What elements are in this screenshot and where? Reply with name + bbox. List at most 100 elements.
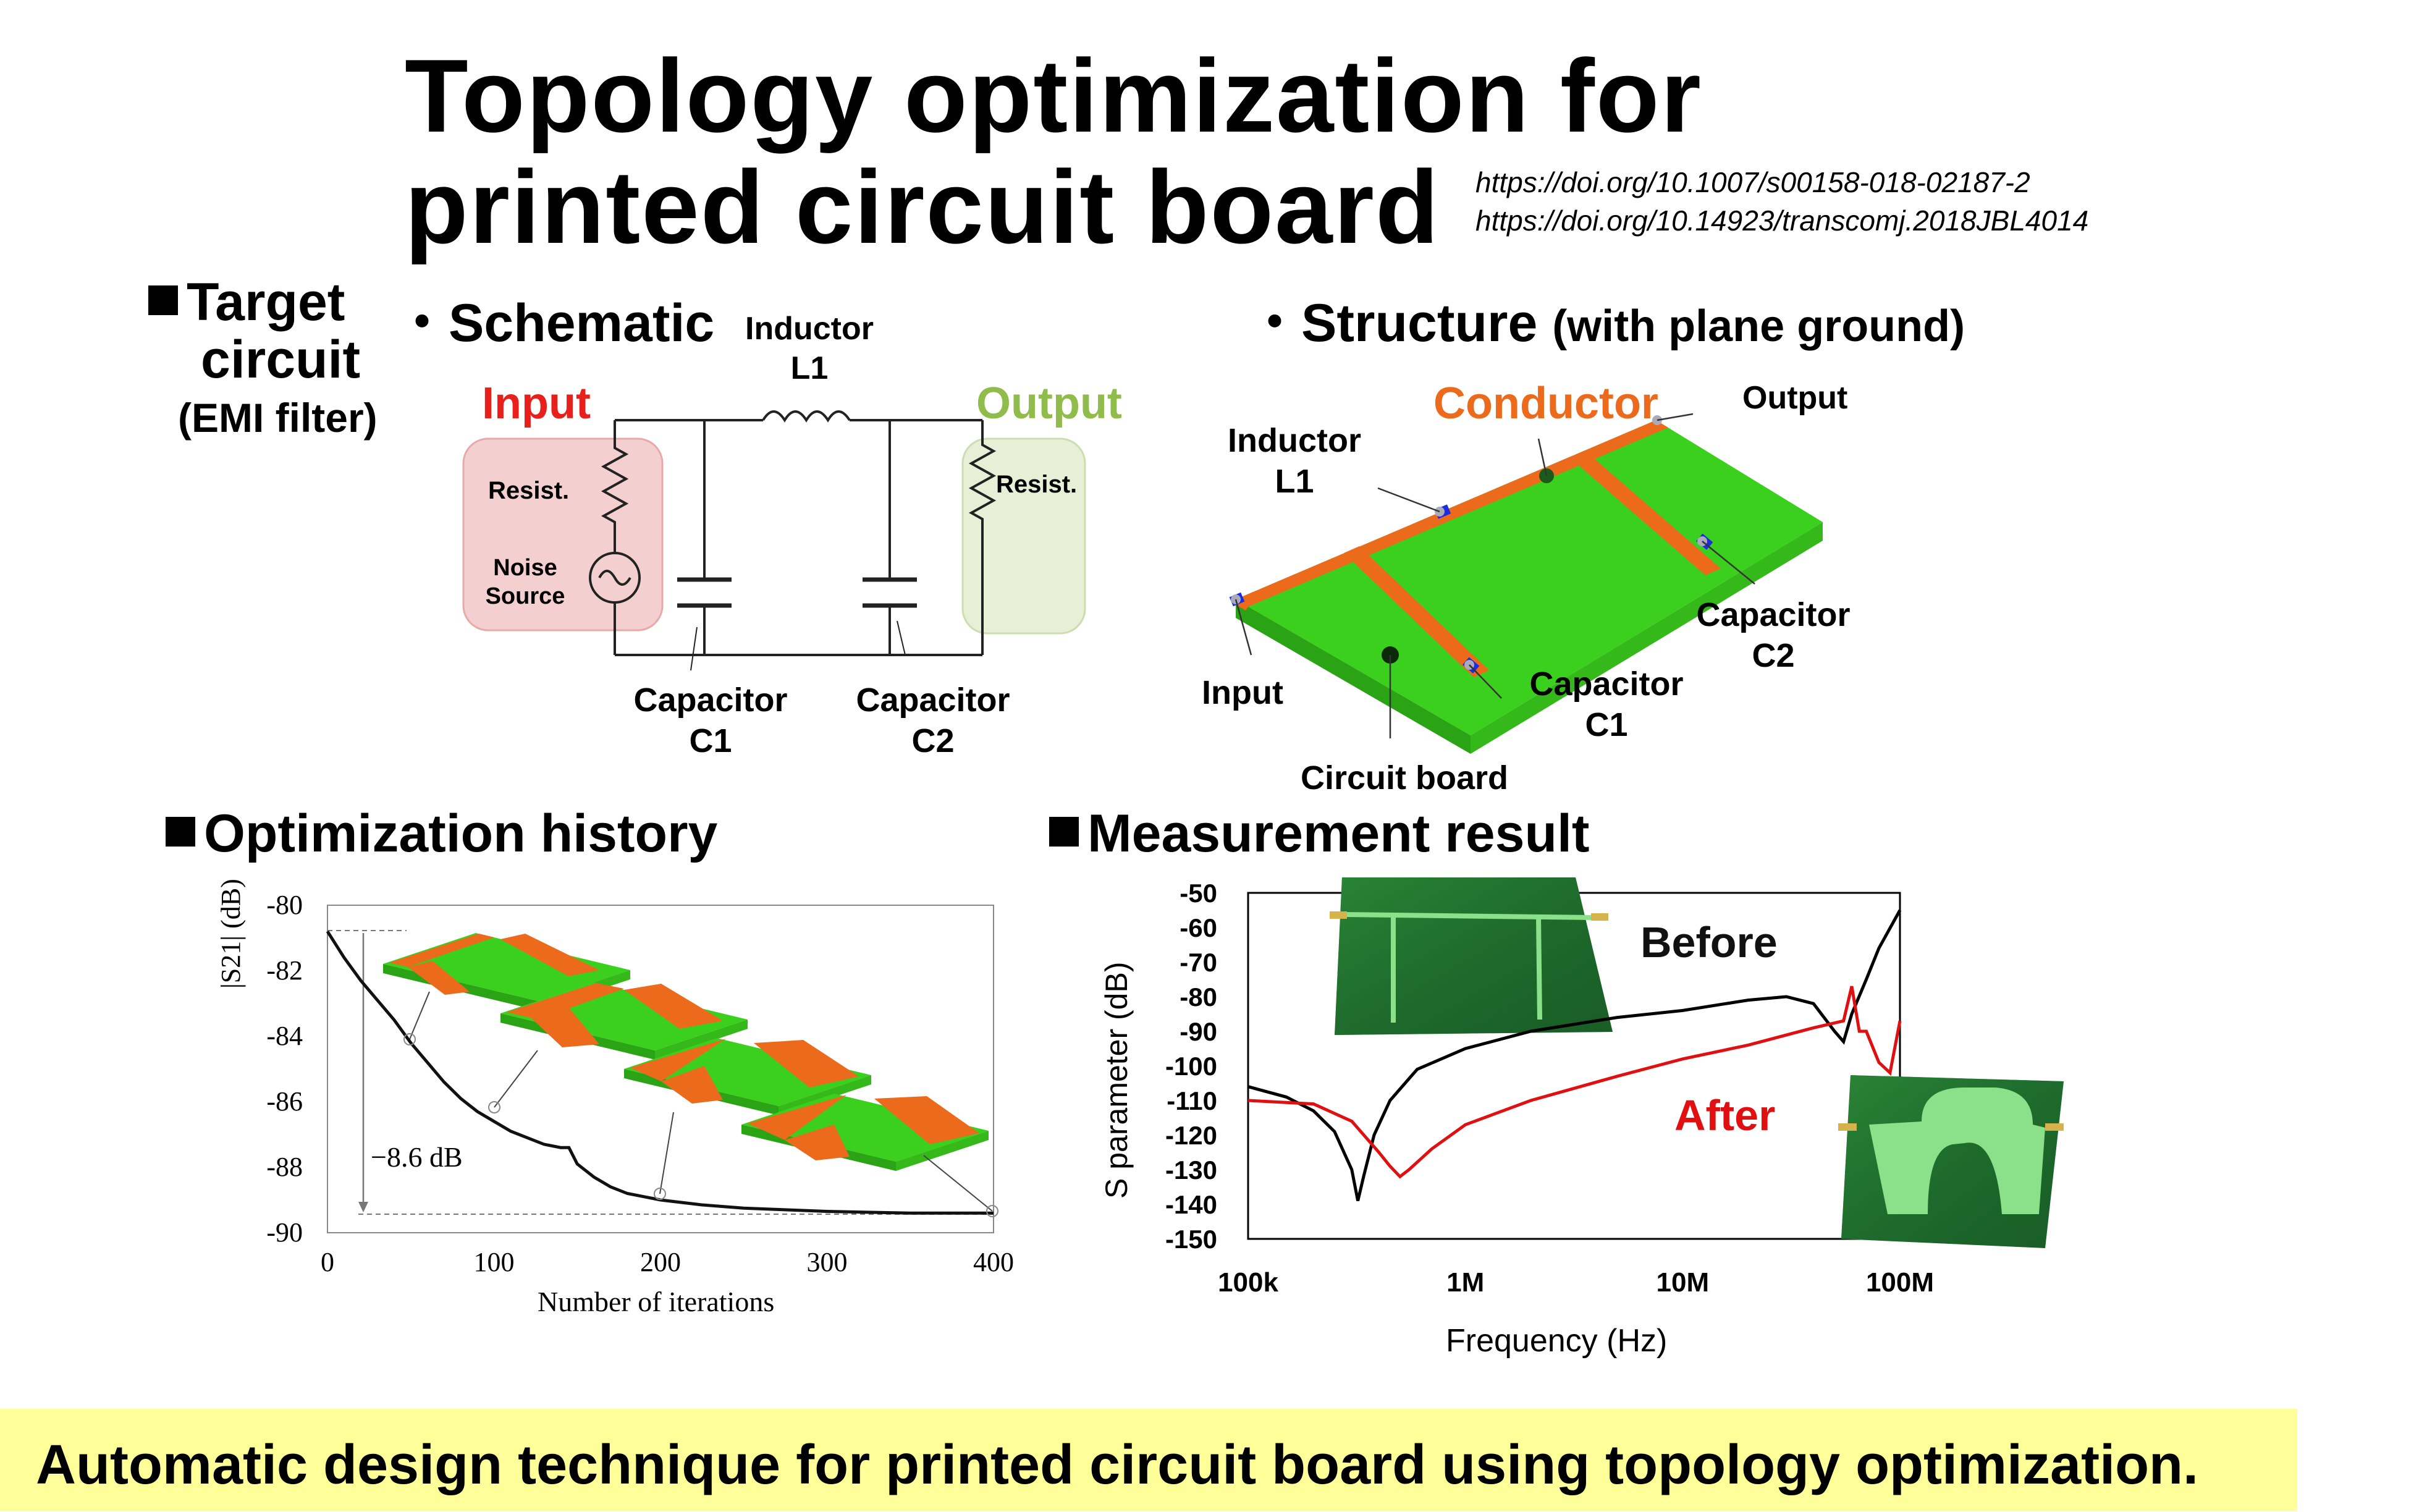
resistor-right-symbol xyxy=(968,420,997,655)
x-tick-label: 10M xyxy=(1657,1267,1710,1298)
footer-banner: Automatic design technique for printed c… xyxy=(0,1409,2297,1511)
structure-inductor-id: L1 xyxy=(1275,463,1314,500)
x-tick-label: 100M xyxy=(1866,1267,1934,1298)
bullet-square-icon xyxy=(148,285,178,315)
y-tick-label: -80 xyxy=(266,890,303,920)
series-after-line xyxy=(1247,986,1902,1179)
x-tick-label: 300 xyxy=(807,1247,848,1277)
measurement-chart: -50-60-70-80-90-100-110-120-130-140-150 … xyxy=(1165,877,2064,1298)
target-circuit-heading: Target circuit (EMI filter) xyxy=(148,272,378,441)
y-tick-label: -60 xyxy=(1180,913,1217,942)
y-tick-label: -50 xyxy=(1180,879,1217,908)
optimization-xlabel: Number of iterations xyxy=(538,1286,775,1317)
inductor-text: Inductor xyxy=(745,311,874,347)
c2-id-text: C2 xyxy=(911,722,955,759)
before-board-photo xyxy=(1330,877,1613,1035)
structure-c1-text: Capacitor xyxy=(1529,665,1684,703)
optimization-chart: -80 -82 -84 -86 -88 -90 0 100 200 300 400 xyxy=(266,890,1014,1277)
optimization-inset-boards xyxy=(383,933,989,1171)
measurement-ylabel: S parameter (dB) xyxy=(1099,961,1134,1199)
schematic-input-label: Input xyxy=(482,379,591,428)
y-tick-label: -150 xyxy=(1165,1225,1217,1254)
x-tick-label: 1M xyxy=(1446,1267,1484,1298)
structure-heading-note: (with plane ground) xyxy=(1552,302,1965,351)
y-tick-label: -100 xyxy=(1165,1052,1217,1081)
inductor-id-text: L1 xyxy=(790,350,829,386)
x-tick-label: 400 xyxy=(973,1247,1014,1277)
structure-inductor-label: Inductor L1 xyxy=(1211,420,1378,502)
structure-board-label: Circuit board xyxy=(1301,759,1509,796)
conductor-branch-c1 xyxy=(1344,546,1489,677)
measurement-xlabel: Frequency (Hz) xyxy=(1446,1323,1668,1359)
optimization-annotation: −8.6 dB xyxy=(371,1141,463,1173)
footer-text: Automatic design technique for printed c… xyxy=(36,1434,2199,1496)
optimization-heading: Optimization history xyxy=(166,803,717,864)
after-board-photo xyxy=(1838,1075,2064,1248)
doi-link-1[interactable]: https://doi.org/10.1007/s00158-018-02187… xyxy=(1475,166,2030,198)
inductor-l1-symbol xyxy=(762,410,851,423)
x-tick-label: 100k xyxy=(1218,1267,1278,1298)
measurement-heading: Measurement result xyxy=(1049,803,1590,864)
measurement-heading-text: Measurement result xyxy=(1087,804,1590,863)
doi-link-2[interactable]: https://doi.org/10.14923/transcomj.2018J… xyxy=(1475,205,2089,237)
y-tick-label: -70 xyxy=(1180,948,1217,977)
structure-c2-text: Capacitor xyxy=(1696,596,1851,633)
structure-output-label: Output xyxy=(1742,380,1848,416)
optimization-ylabel: |S21| (dB) xyxy=(216,879,246,989)
output-region xyxy=(961,437,1086,635)
y-tick-label: -140 xyxy=(1165,1190,1217,1219)
y-tick-label: -80 xyxy=(1180,982,1217,1012)
schematic-inductor-label: Inductor L1 xyxy=(735,309,884,388)
target-line2: circuit xyxy=(201,330,361,389)
schematic-diagram xyxy=(462,410,1086,671)
structure-heading: ・Structure (with plane ground) xyxy=(1248,279,1965,357)
c1-text: Capacitor xyxy=(633,682,788,719)
schematic-c1-label: Capacitor C1 xyxy=(624,680,797,761)
conductor-branch-c2 xyxy=(1569,450,1721,575)
y-tick-label: -110 xyxy=(1167,1086,1217,1115)
y-tick-label: -86 xyxy=(266,1086,303,1117)
structure-c1-label: Capacitor C1 xyxy=(1520,664,1693,745)
y-tick-label: -84 xyxy=(266,1021,303,1051)
x-tick-label: 100 xyxy=(474,1247,515,1277)
y-tick-label: -120 xyxy=(1165,1121,1217,1150)
title-line2: printed circuit board xyxy=(405,149,1440,265)
structure-conductor-label: Conductor xyxy=(1433,379,1658,428)
legend-after: After xyxy=(1674,1091,1776,1139)
legend-before: Before xyxy=(1640,918,1778,966)
resistor-left-symbol xyxy=(601,420,629,553)
target-line3: (EMI filter) xyxy=(178,395,378,441)
y-tick-label: -90 xyxy=(266,1217,303,1248)
structure-3d-board xyxy=(1229,413,1823,754)
optimization-heading-text: Optimization history xyxy=(204,804,718,863)
schematic-c2-label: Capacitor C2 xyxy=(846,680,1019,761)
x-tick-label: 200 xyxy=(640,1247,681,1277)
y-tick-label: -82 xyxy=(266,955,303,986)
y-tick-label: -130 xyxy=(1165,1155,1217,1185)
series-before-line xyxy=(1247,909,1902,1201)
c1-id-text: C1 xyxy=(689,722,732,759)
noise-source-label: Noise Source xyxy=(482,554,568,610)
structure-heading-text: ・Structure xyxy=(1248,294,1538,353)
structure-c2-id: C2 xyxy=(1752,637,1795,674)
structure-c2-label: Capacitor C2 xyxy=(1687,594,1860,676)
resist-right-label: Resist. xyxy=(996,471,1078,498)
schematic-output-label: Output xyxy=(976,379,1122,428)
structure-input-label: Input xyxy=(1202,674,1283,711)
structure-inductor-text: Inductor xyxy=(1228,422,1361,459)
source-text: Source xyxy=(485,583,565,609)
title-line1: Topology optimization for xyxy=(405,38,1702,154)
page-title: Topology optimization for printed circui… xyxy=(405,40,1702,263)
bullet-square-icon xyxy=(166,817,195,847)
x-tick-label: 0 xyxy=(321,1247,334,1277)
conductor-main-line xyxy=(1236,420,1668,607)
schematic-heading: ・Schematic xyxy=(395,294,715,353)
y-tick-label: -88 xyxy=(266,1152,303,1182)
target-line1: Target xyxy=(187,272,345,332)
structure-c1-id: C1 xyxy=(1585,706,1628,743)
bullet-square-icon xyxy=(1049,817,1079,847)
y-tick-label: -90 xyxy=(1180,1017,1217,1046)
c2-text: Capacitor xyxy=(856,682,1010,719)
noise-text: Noise xyxy=(493,555,557,581)
resist-left-label: Resist. xyxy=(488,477,570,504)
